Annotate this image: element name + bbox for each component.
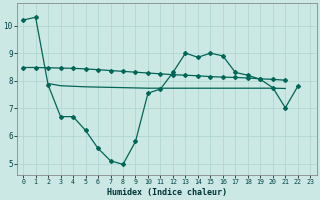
X-axis label: Humidex (Indice chaleur): Humidex (Indice chaleur) — [107, 188, 227, 197]
